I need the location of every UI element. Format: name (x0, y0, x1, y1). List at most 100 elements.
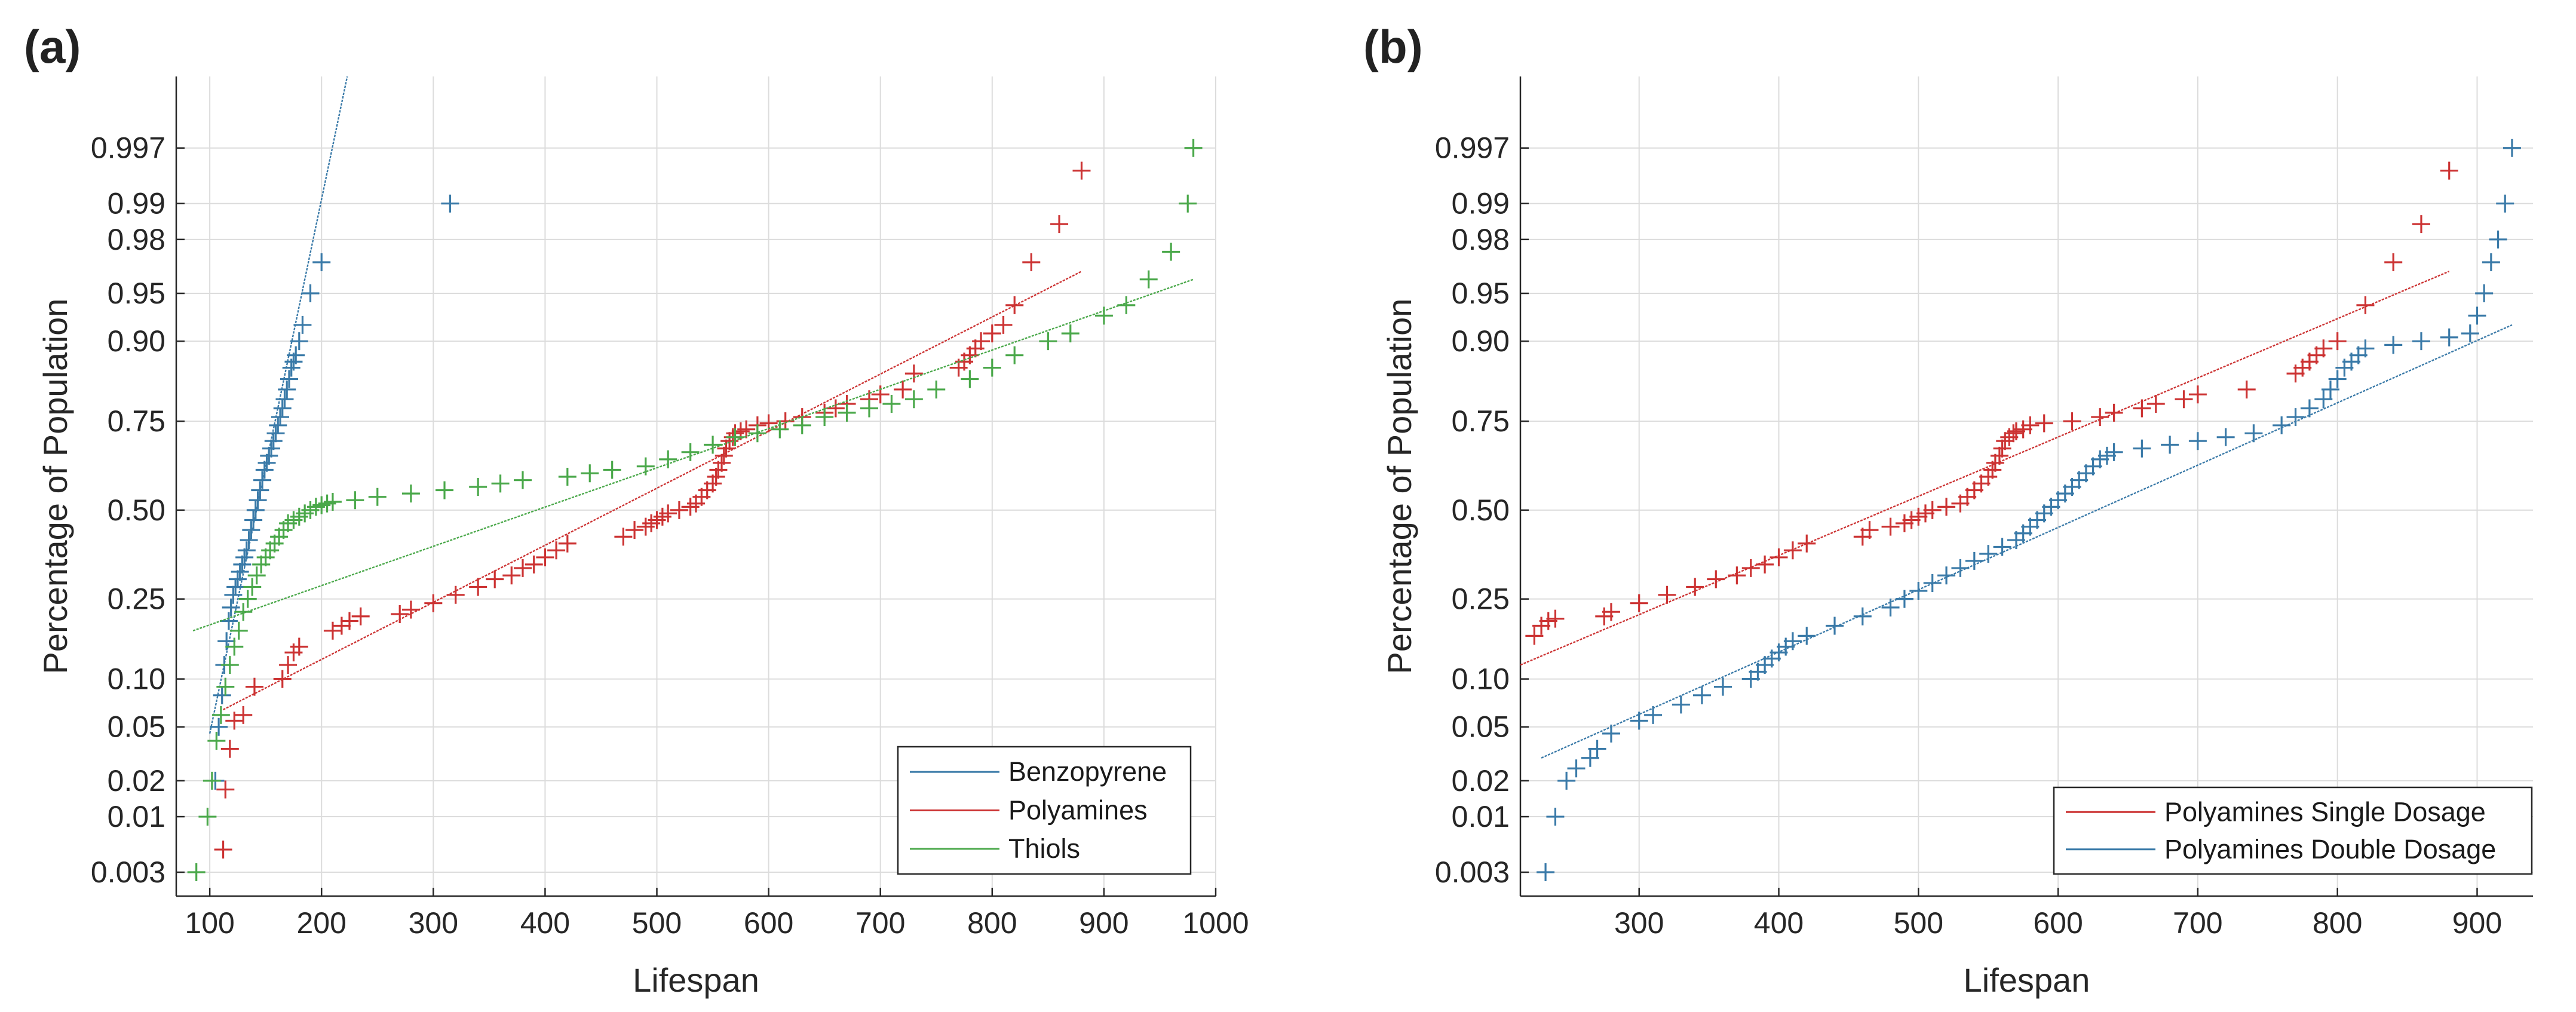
x-tick-label: 100 (185, 906, 234, 940)
data-point (2328, 332, 2347, 351)
y-tick-label: 0.99 (1452, 187, 1510, 220)
data-point (2384, 253, 2403, 271)
data-point (625, 521, 644, 539)
data-point (2133, 399, 2151, 418)
y-tick-label: 0.50 (108, 493, 165, 527)
data-point (219, 612, 238, 630)
data-point (860, 399, 878, 418)
data-point (1532, 617, 1551, 635)
data-point (2496, 194, 2514, 213)
x-axis-title: Lifespan (633, 961, 759, 999)
data-point (2014, 420, 2032, 438)
data-point (1996, 432, 2014, 450)
data-point (927, 380, 946, 398)
x-tick-label: 900 (2452, 906, 2502, 940)
x-tick-label: 700 (2173, 906, 2222, 940)
data-point (446, 585, 465, 604)
data-point (636, 457, 655, 476)
legend-label: Thiols (1008, 833, 1080, 864)
data-point (2482, 253, 2500, 271)
x-tick-label: 600 (2033, 906, 2083, 940)
data-point (2146, 394, 2165, 413)
y-tick-label: 0.01 (1452, 800, 1510, 833)
data-point (1644, 706, 1663, 724)
data-point (603, 461, 621, 479)
data-point (2314, 390, 2333, 409)
y-tick-label: 0.50 (1452, 493, 1510, 527)
data-point (1881, 517, 1900, 536)
data-point (235, 548, 254, 566)
data-point (2273, 416, 2291, 434)
y-tick-label: 0.95 (1452, 277, 1510, 310)
data-point (234, 706, 253, 724)
data-point (1672, 695, 1690, 714)
data-point (2412, 332, 2430, 351)
data-point (436, 481, 454, 499)
y-tick-label: 0.01 (108, 800, 165, 833)
data-point (2007, 422, 2025, 441)
y-tick-label: 0.95 (108, 277, 165, 310)
y-tick-label: 0.003 (91, 855, 165, 889)
data-point (2244, 424, 2263, 443)
data-point (211, 706, 230, 724)
fit-line (208, 76, 348, 734)
x-tick-label: 900 (1079, 906, 1128, 940)
legend-label: Benzopyrene (1008, 756, 1167, 787)
data-point (717, 439, 735, 458)
data-point (1937, 498, 1956, 516)
data-point (614, 528, 633, 546)
data-point (2063, 412, 2081, 431)
data-point (237, 541, 256, 560)
data-point (255, 461, 274, 479)
series-polyamines (214, 161, 1091, 859)
data-point (793, 416, 811, 434)
data-point (2322, 380, 2339, 398)
data-point (1537, 863, 1555, 882)
data-point (1005, 296, 1024, 314)
data-point (269, 416, 287, 434)
data-point (2091, 408, 2109, 427)
data-point (225, 637, 244, 656)
data-point (216, 677, 235, 696)
data-point (312, 253, 331, 271)
data-point (246, 501, 265, 519)
legend-box (2053, 786, 2533, 875)
data-point (838, 403, 856, 422)
data-point (1139, 270, 1158, 289)
data-point (983, 324, 1001, 343)
data-point (1909, 582, 1928, 600)
data-point (226, 578, 245, 596)
x-tick-label: 1000 (1182, 906, 1249, 940)
data-point (266, 424, 285, 443)
series-polyamines-single-dosage (1520, 161, 2458, 666)
data-point (1990, 446, 2008, 465)
data-point (1741, 559, 1760, 577)
legend: Polyamines Single Dosage Polyamines Doubl… (2053, 786, 2533, 875)
data-point (210, 717, 228, 736)
data-point (659, 504, 677, 523)
legend-label: Polyamines Double Dosage (2164, 834, 2496, 864)
data-point (2105, 403, 2123, 422)
data-point (1770, 548, 1788, 566)
y-tick-label: 0.10 (108, 663, 165, 696)
data-point (2133, 439, 2151, 458)
data-point (1714, 677, 1732, 696)
data-point (1581, 749, 1599, 767)
data-point (714, 446, 733, 465)
data-point (581, 464, 599, 483)
data-point (882, 394, 901, 413)
data-point (1595, 607, 1614, 625)
y-tick-label: 0.003 (1435, 855, 1510, 889)
data-point (231, 563, 249, 581)
data-point (771, 420, 789, 438)
data-point (1588, 740, 1606, 758)
data-point (2035, 414, 2053, 433)
data-point (1741, 670, 1760, 688)
data-point (972, 332, 990, 351)
data-point (2237, 380, 2256, 398)
data-point (271, 408, 289, 427)
data-point (1692, 686, 1711, 704)
data-point (514, 471, 532, 489)
data-point (2328, 370, 2347, 388)
data-point (961, 370, 979, 388)
